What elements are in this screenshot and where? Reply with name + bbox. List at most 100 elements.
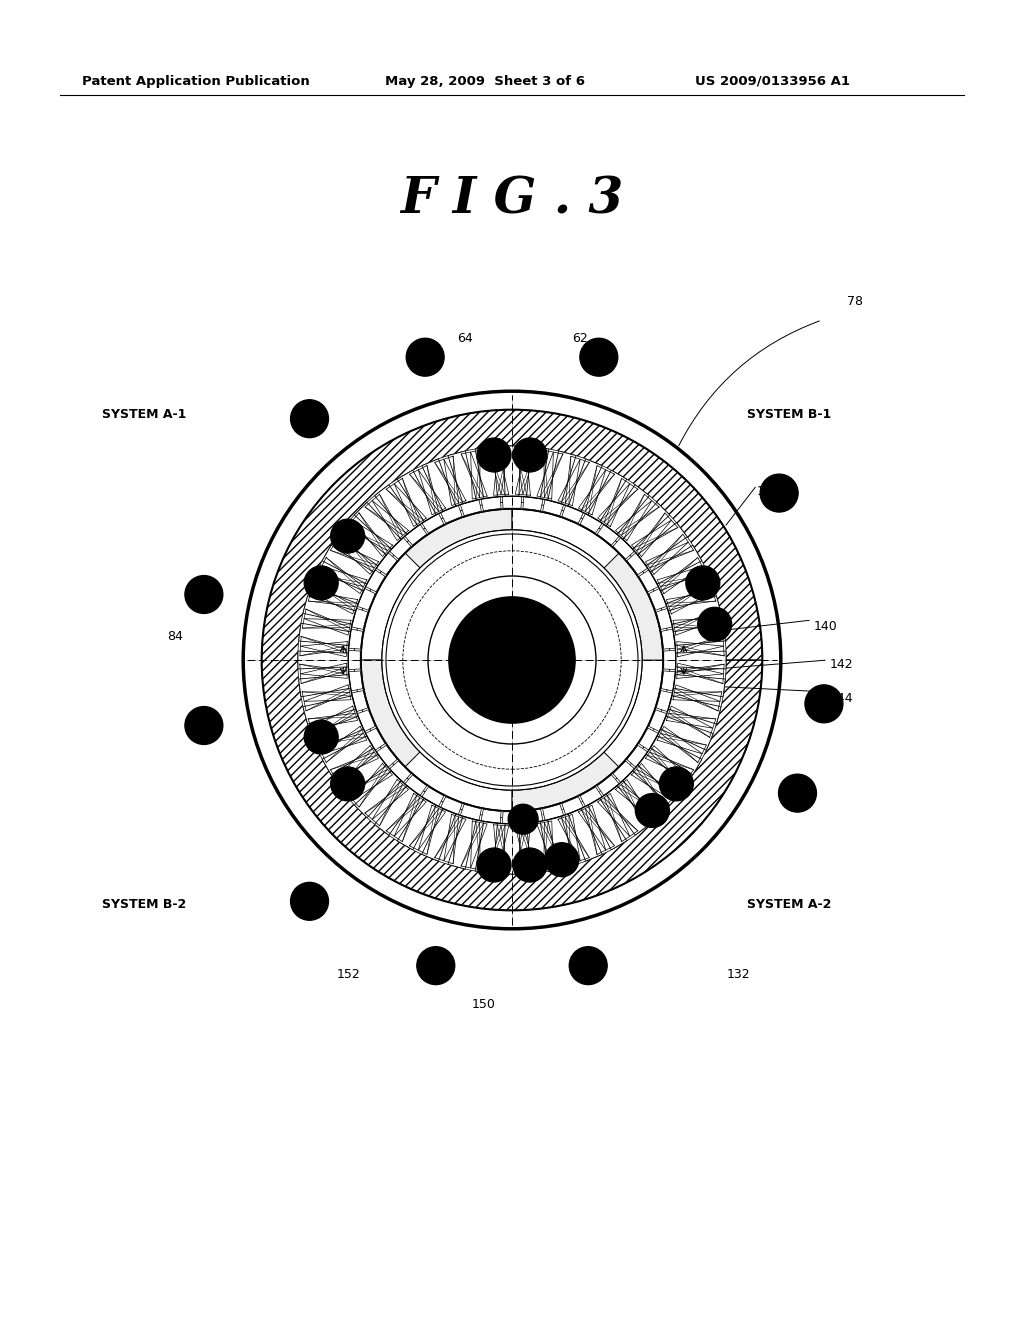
Polygon shape [397,799,436,850]
Polygon shape [354,503,401,549]
Polygon shape [348,671,362,690]
Polygon shape [298,651,348,669]
Polygon shape [440,506,462,523]
Polygon shape [461,804,481,821]
Circle shape [331,767,365,801]
Polygon shape [303,696,355,725]
Text: 140: 140 [814,620,838,634]
Polygon shape [361,660,420,767]
Text: Patent Application Publication: Patent Application Publication [82,75,309,88]
Polygon shape [649,589,667,610]
Text: Ua: Ua [341,531,354,541]
Polygon shape [562,506,584,523]
Polygon shape [366,570,385,591]
Text: 78: 78 [847,294,863,308]
Text: SYSTEM B-2: SYSTEM B-2 [102,899,186,912]
Polygon shape [397,470,436,521]
Circle shape [513,438,547,473]
Polygon shape [660,570,713,603]
Polygon shape [526,821,549,874]
Polygon shape [377,746,397,767]
Polygon shape [597,775,620,796]
Text: W'a: W'a [553,854,570,865]
Polygon shape [440,797,462,814]
Polygon shape [606,484,649,535]
Polygon shape [481,496,501,511]
Polygon shape [422,809,456,861]
Polygon shape [548,816,577,869]
Polygon shape [604,660,663,767]
Polygon shape [323,545,374,585]
Polygon shape [588,799,627,850]
Polygon shape [262,409,762,911]
Text: Vb: Vb [591,351,606,364]
Polygon shape [604,553,663,660]
Text: 130: 130 [757,484,780,498]
Circle shape [477,847,511,882]
Polygon shape [623,771,670,817]
Polygon shape [597,524,620,545]
Text: Wa: Wa [416,351,434,364]
Text: 152: 152 [337,968,360,981]
Polygon shape [623,503,670,549]
Circle shape [686,566,720,599]
Polygon shape [627,553,647,574]
Circle shape [508,804,539,834]
Polygon shape [674,675,725,697]
Polygon shape [366,729,385,750]
Text: V'a: V'a [670,779,683,788]
Polygon shape [348,630,362,649]
Polygon shape [613,762,635,783]
Polygon shape [568,459,602,511]
Polygon shape [337,754,386,797]
Text: Va: Va [314,578,328,587]
Text: F I G . 3: F I G . 3 [400,176,624,224]
Polygon shape [664,651,676,669]
Text: V'b: V'b [516,814,530,824]
Polygon shape [660,717,713,750]
Polygon shape [669,595,721,624]
Polygon shape [389,537,411,558]
Circle shape [580,338,617,376]
Polygon shape [568,809,602,861]
Text: 64: 64 [457,333,473,345]
Text: 144: 144 [830,692,854,705]
Polygon shape [639,729,658,750]
Polygon shape [526,446,549,499]
Polygon shape [503,446,521,496]
Text: 142: 142 [830,657,854,671]
Text: U'a: U'a [645,807,659,814]
Text: SYSTEM B-1: SYSTEM B-1 [746,408,831,421]
Polygon shape [404,524,427,545]
Polygon shape [303,595,355,624]
Circle shape [760,474,798,512]
Polygon shape [662,630,676,649]
Circle shape [185,706,223,744]
Circle shape [778,774,816,812]
Circle shape [697,607,732,642]
Polygon shape [461,499,481,516]
Polygon shape [406,510,512,568]
Polygon shape [422,459,456,511]
Text: W'b: W'b [312,733,330,742]
Text: 150: 150 [472,998,496,1011]
Text: 84: 84 [167,630,183,643]
Polygon shape [613,537,635,558]
Polygon shape [422,513,443,533]
Polygon shape [581,513,602,533]
Circle shape [304,566,338,599]
Text: Ub: Ub [695,578,710,587]
Text: U'b: U'b [301,896,318,907]
Circle shape [331,519,365,553]
Polygon shape [676,651,726,669]
Polygon shape [357,710,375,731]
Polygon shape [299,623,350,645]
Circle shape [291,400,329,438]
Text: Wb: Wb [707,619,723,630]
Polygon shape [649,710,667,731]
Circle shape [513,847,547,882]
Circle shape [569,946,607,985]
Circle shape [635,793,670,828]
Polygon shape [503,824,521,874]
Text: W'a: W'a [521,861,539,870]
